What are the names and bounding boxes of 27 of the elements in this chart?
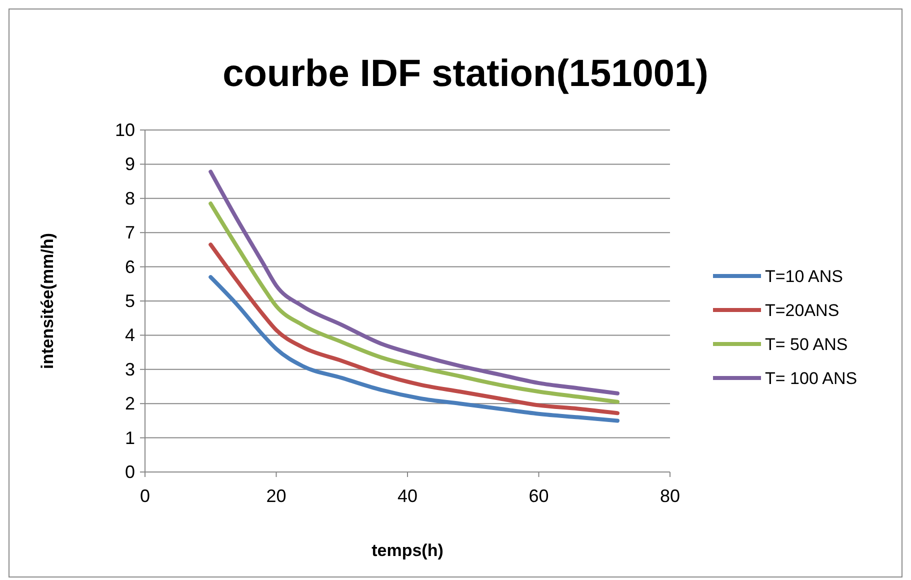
x-axis-title: temps(h) [372,541,444,560]
line-series [208,202,620,404]
chart-title: courbe IDF station(151001) [222,53,708,95]
legend-label: T=20ANS [765,301,840,320]
y-tick-label: 6 [124,256,135,277]
y-tick-label: 0 [124,462,135,482]
x-tick-label: 60 [528,486,549,506]
y-tick-label: 2 [124,394,135,414]
line-series [208,170,620,396]
y-tick-label: 10 [114,120,135,140]
x-tick-label: 40 [397,486,418,506]
legend-label: T= 100 ANS [765,369,858,388]
line-series [208,275,620,423]
x-tick-label: 20 [266,486,286,506]
y-tick-label: 8 [124,188,135,208]
y-axis-title: intensitée(mm/h) [38,232,57,370]
line-series [208,242,620,416]
legend-label: T= 50 ANS [765,335,848,354]
y-tick-label: 3 [124,359,135,380]
legend-label: T=10 ANS [765,267,843,286]
x-tick-label: 80 [660,486,680,506]
y-tick-label: 4 [124,325,135,346]
y-tick-label: 7 [124,222,135,243]
y-tick-label: 9 [124,154,135,174]
y-tick-label: 5 [124,291,135,311]
x-tick-label: 0 [140,486,150,506]
y-tick-label: 1 [124,428,135,448]
